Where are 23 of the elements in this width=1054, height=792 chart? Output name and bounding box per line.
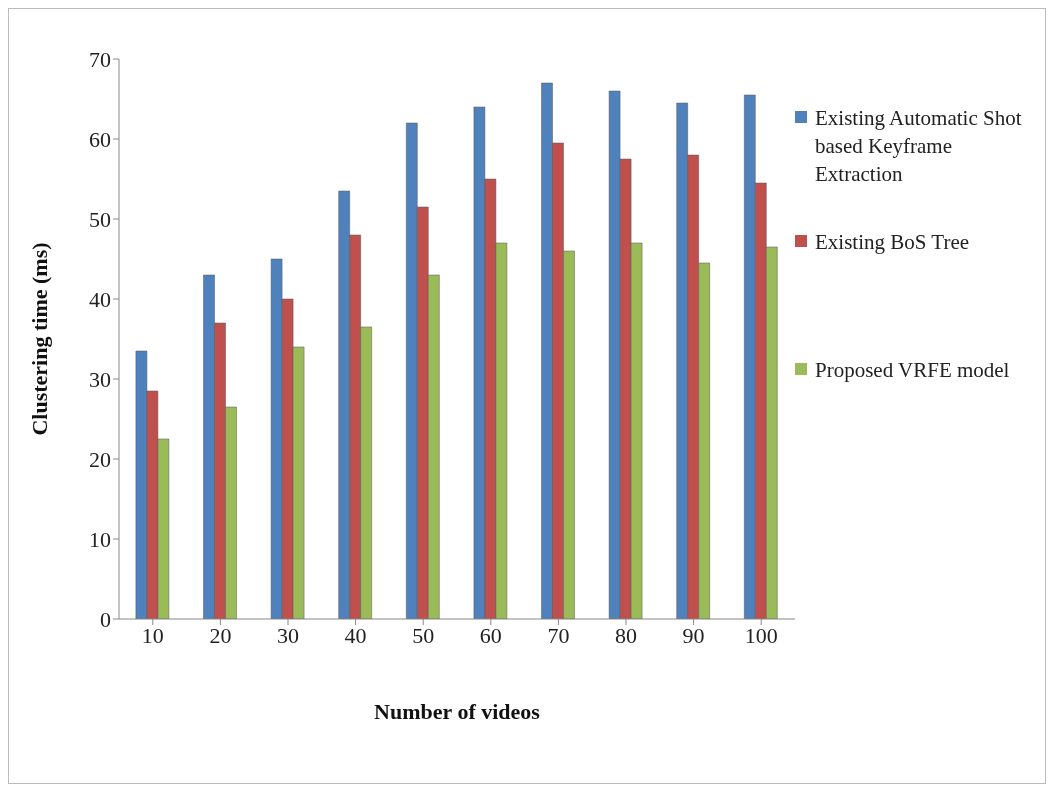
x-tick-label: 90 — [682, 622, 705, 648]
y-tick-label: 30 — [89, 366, 111, 392]
y-tick-label: 50 — [89, 206, 111, 232]
x-tick-label: 50 — [412, 622, 435, 648]
y-tick-label: 60 — [89, 126, 111, 152]
legend-label: Existing Automatic Shot based Keyframe Extraction — [815, 105, 1023, 188]
x-tick-label: 80 — [615, 622, 637, 648]
y-axis-title: Clustering time (ms) — [26, 242, 52, 436]
x-axis-title: Number of videos — [374, 699, 541, 724]
x-tick-label: 30 — [277, 622, 299, 648]
y-tick-label: 10 — [89, 526, 111, 552]
y-tick-label: 20 — [89, 446, 111, 472]
x-tick-label: 10 — [141, 622, 164, 648]
y-tick-label: 0 — [100, 606, 111, 632]
y-tick-label: 70 — [89, 46, 111, 72]
legend-label: Existing BoS Tree — [815, 229, 970, 256]
x-tick-label: 20 — [209, 622, 232, 648]
y-tick-label: 40 — [89, 286, 111, 312]
x-tick-label: 70 — [547, 622, 570, 648]
x-tick-label: 40 — [344, 622, 367, 648]
x-tick-label: 60 — [479, 622, 502, 648]
x-tick-label: 100 — [744, 622, 778, 648]
legend-label: Proposed VRFE model — [815, 357, 1010, 384]
